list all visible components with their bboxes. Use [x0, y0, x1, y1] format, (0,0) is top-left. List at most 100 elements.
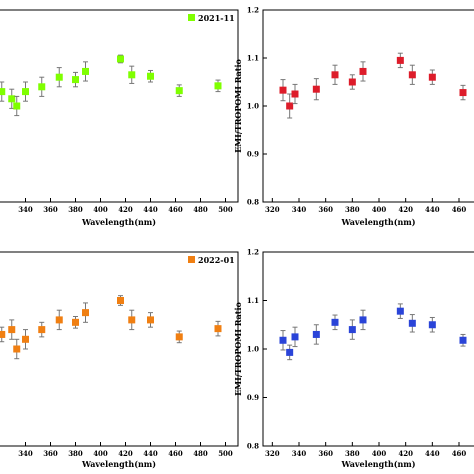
x-tick-label: 440	[425, 449, 440, 458]
data-point	[286, 348, 294, 356]
data-point	[82, 67, 89, 75]
plot-frame	[262, 251, 474, 447]
x-tick-label: 380	[345, 449, 360, 458]
data-point	[147, 316, 154, 324]
x-tick-label: 400	[372, 449, 387, 458]
data-point	[396, 307, 404, 315]
x-axis-title: Wavelength(nm)	[340, 459, 415, 469]
y-tick-label: 1.1	[247, 54, 259, 63]
data-point	[0, 88, 6, 96]
x-tick-label: 480	[193, 205, 208, 214]
y-axis-title: EMI/TROPOMI Ratio	[233, 59, 243, 153]
x-tick-label: 480	[193, 449, 208, 458]
y-axis-title: EMI/TROPOMI Ratio	[233, 302, 243, 396]
x-tick-label: 460	[168, 449, 183, 458]
y-tick-label: 1.2	[247, 6, 259, 15]
data-point	[117, 55, 124, 63]
x-tick-label: 420	[398, 205, 413, 214]
chart-panel-4: 320 340 360 380 400 420 440 460 0.8 0.9 1.0 1.1 1.2 W…	[233, 248, 474, 469]
x-tick-label: 420	[118, 205, 133, 214]
data-point	[8, 326, 16, 334]
data-point	[459, 89, 467, 97]
data-point	[214, 325, 222, 333]
data-point	[147, 72, 154, 80]
y-tick-label: 1.0	[247, 345, 259, 354]
x-tick-label: 320	[265, 205, 280, 214]
chart-panel-3: 340 360 380 400 420 440 460 480 500 Wavelength(nm…	[0, 251, 239, 469]
y-tick-label: 0.9	[247, 393, 259, 402]
data-point	[8, 95, 16, 103]
x-tick-label: 440	[143, 449, 158, 458]
data-point	[22, 88, 29, 96]
x-tick-label: 500	[218, 205, 233, 214]
data-point	[82, 309, 89, 317]
data-point	[291, 333, 299, 341]
x-tick-label: 460	[452, 205, 467, 214]
data-point	[396, 56, 404, 64]
x-tick-label: 340	[18, 205, 33, 214]
data-point	[331, 71, 339, 79]
plot-frame	[0, 9, 239, 203]
data-point	[13, 345, 21, 353]
data-point	[72, 76, 79, 84]
data-point	[38, 326, 46, 334]
legend-label: 2021-11	[198, 13, 235, 23]
legend-marker	[188, 256, 195, 263]
data-point	[0, 330, 6, 338]
data-point	[312, 85, 320, 93]
chart-panel-1: 340 360 380 400 420 440 460 480 500 Wavelength(nm…	[0, 9, 239, 227]
data-point	[359, 67, 367, 75]
data-point	[55, 316, 63, 324]
x-tick-label: 440	[143, 205, 158, 214]
plot-frame	[262, 9, 474, 203]
x-tick-label: 440	[425, 205, 440, 214]
data-point	[331, 318, 339, 326]
data-point	[214, 82, 222, 90]
data-point	[175, 87, 183, 95]
data-series	[0, 295, 222, 360]
x-tick-label: 340	[18, 449, 33, 458]
plot-frame	[0, 251, 239, 447]
x-tick-label: 500	[218, 449, 233, 458]
legend-label: 2022-01	[198, 255, 235, 265]
x-tick-label: 400	[93, 205, 108, 214]
data-point	[286, 102, 294, 110]
x-tick-label: 400	[372, 205, 387, 214]
x-tick-label: 420	[118, 449, 133, 458]
y-tick-label: 0.8	[247, 442, 259, 451]
y-tick-label: 1.1	[247, 296, 259, 305]
chart-panel-2: 320 340 360 380 400 420 440 460 0.8 0.9 1.0 1.1 1.2 W…	[233, 6, 474, 227]
y-tick-label: 0.9	[247, 150, 259, 159]
x-tick-label: 380	[68, 205, 83, 214]
data-point	[348, 326, 356, 334]
x-tick-label: 360	[43, 449, 58, 458]
x-tick-label: 320	[265, 449, 280, 458]
data-point	[359, 316, 367, 324]
y-tick-label: 1.0	[247, 102, 259, 111]
x-tick-label: 340	[292, 449, 307, 458]
data-point	[38, 83, 46, 91]
y-tick-label: 0.8	[247, 198, 259, 207]
x-axis-title: Wavelength(nm)	[81, 459, 156, 469]
x-tick-label: 360	[318, 449, 333, 458]
x-tick-label: 380	[68, 449, 83, 458]
data-point	[13, 102, 21, 110]
data-point	[312, 330, 320, 338]
data-point	[117, 297, 124, 304]
data-point	[128, 316, 136, 324]
x-tick-label: 360	[318, 205, 333, 214]
x-tick-label: 380	[345, 205, 360, 214]
data-point	[128, 71, 136, 79]
legend-marker	[188, 14, 195, 21]
x-tick-label: 340	[292, 205, 307, 214]
data-point	[459, 336, 467, 344]
data-point	[72, 318, 79, 326]
data-point	[22, 335, 29, 343]
x-tick-label: 400	[93, 449, 108, 458]
x-tick-label: 460	[452, 449, 467, 458]
data-point	[279, 336, 287, 344]
data-point	[428, 73, 436, 81]
data-point	[175, 333, 183, 341]
data-series	[279, 52, 467, 119]
